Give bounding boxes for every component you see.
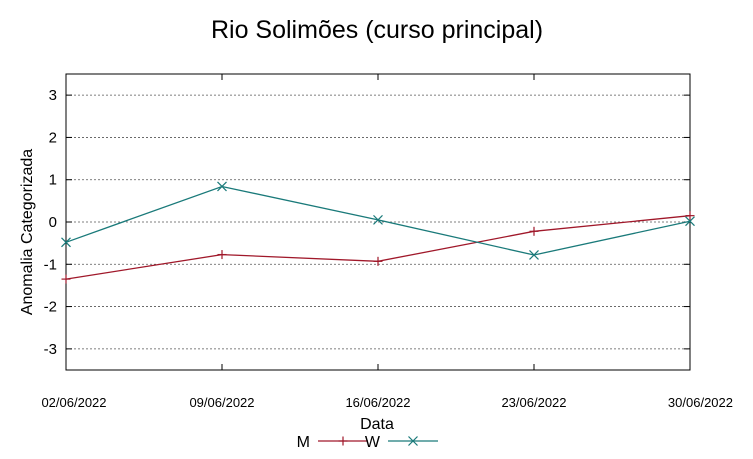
x-tick-label: 09/06/2022	[189, 395, 254, 410]
x-tick-label: 23/06/2022	[501, 395, 566, 410]
x-tick-label: 16/06/2022	[345, 395, 410, 410]
data-point-m	[373, 256, 383, 266]
series-layer	[61, 181, 695, 284]
chart-title: Rio Solimões (curso principal)	[211, 16, 543, 44]
x-axis-ticks: 02/06/2022 09/06/2022 16/06/2022 23/06/2022…	[41, 74, 733, 410]
y-tick-label: 3	[49, 87, 57, 104]
y-tick-label: 1	[49, 172, 57, 189]
series-line-m	[65, 215, 691, 280]
series-line-w	[65, 185, 691, 256]
data-point-w	[529, 250, 539, 260]
x-axis-label: Data	[360, 416, 394, 433]
legend-label-w: W	[365, 434, 381, 451]
y-tick-label: -1	[44, 256, 57, 273]
grid-layer	[66, 94, 690, 350]
data-point-w	[373, 214, 383, 225]
data-point-w	[685, 216, 695, 227]
y-axis-label: Anomalia Categorizada	[19, 149, 36, 315]
legend-label-m: M	[297, 434, 310, 451]
data-point-m	[685, 211, 695, 221]
data-point-m	[217, 250, 227, 260]
x-tick-label: 02/06/2022	[41, 395, 106, 410]
y-tick-label: -3	[44, 341, 57, 358]
legend-marker-w	[408, 436, 418, 446]
data-point-w	[61, 237, 71, 248]
x-tick-label: 30/06/2022	[668, 395, 733, 410]
y-tick-label: 2	[49, 129, 57, 146]
y-tick-label: -2	[44, 299, 57, 316]
data-point-m	[529, 226, 539, 236]
legend-marker-m	[338, 436, 348, 446]
data-point-w	[217, 181, 227, 192]
y-tick-label: 0	[49, 214, 57, 231]
data-point-m	[61, 274, 71, 284]
y-axis-ticks: 3 2 1 0 -1 -2 -3	[44, 87, 690, 358]
